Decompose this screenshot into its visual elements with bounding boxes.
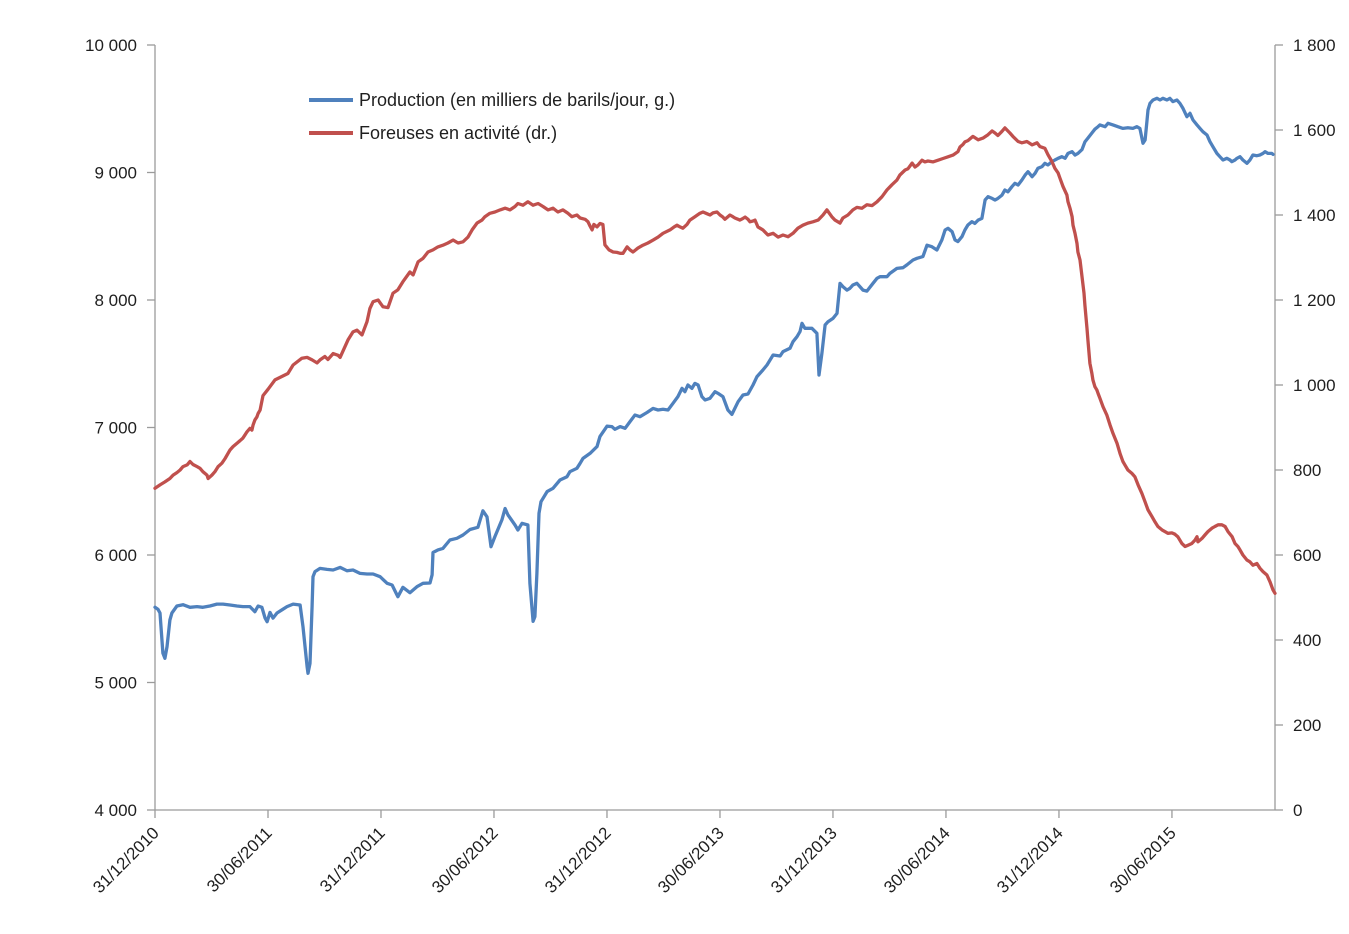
x-axis-tick-label: 30/06/2015 xyxy=(1106,823,1180,897)
right-axis-tick-label: 1 200 xyxy=(1293,291,1336,310)
right-axis-tick-label: 200 xyxy=(1293,716,1321,735)
x-axis-tick-label: 30/06/2014 xyxy=(880,823,954,897)
right-axis-tick-label: 1 000 xyxy=(1293,376,1336,395)
axis-ticks xyxy=(147,44,1283,818)
left-axis-tick-label: 5 000 xyxy=(94,674,137,693)
axis-tick-labels: 10 000 9 000 8 000 7 000 6 000 5 000 4 000 1 80… xyxy=(85,36,1336,897)
x-axis-tick-label: 30/06/2011 xyxy=(203,823,276,896)
x-axis-tick-label: 31/12/2011 xyxy=(316,823,389,896)
x-axis-tick-label: 30/06/2013 xyxy=(654,823,728,897)
left-axis-tick-label: 4 000 xyxy=(94,801,137,820)
x-axis-tick-label: 31/12/2010 xyxy=(89,823,163,897)
x-axis-tick-label: 31/12/2013 xyxy=(767,823,841,897)
x-axis-tick-label: 31/12/2014 xyxy=(993,823,1067,897)
legend-label-rigs: Foreuses en activité (dr.) xyxy=(359,123,557,143)
left-axis-tick-label: 6 000 xyxy=(94,546,137,565)
left-axis-tick-label: 7 000 xyxy=(94,419,137,438)
left-axis-tick-label: 10 000 xyxy=(85,36,137,55)
left-axis-tick-label: 9 000 xyxy=(94,164,137,183)
right-axis-tick-label: 1 400 xyxy=(1293,206,1336,225)
axes xyxy=(154,45,1276,811)
right-axis-tick-label: 0 xyxy=(1293,801,1302,820)
x-axis-tick-label: 31/12/2012 xyxy=(541,823,615,897)
right-axis-tick-label: 800 xyxy=(1293,461,1321,480)
right-axis-tick-label: 1 800 xyxy=(1293,36,1336,55)
rigs-series-line xyxy=(153,126,1277,595)
right-axis-tick-label: 1 600 xyxy=(1293,121,1336,140)
x-axis-tick-label: 30/06/2012 xyxy=(428,823,502,897)
legend: Production (en milliers de barils/jour, … xyxy=(309,90,675,143)
right-axis-tick-label: 400 xyxy=(1293,631,1321,650)
series-lines xyxy=(153,96,1277,675)
left-axis-tick-label: 8 000 xyxy=(94,291,137,310)
production-series-line xyxy=(153,96,1275,675)
legend-label-production: Production (en milliers de barils/jour, … xyxy=(359,90,675,110)
right-axis-tick-label: 600 xyxy=(1293,546,1321,565)
